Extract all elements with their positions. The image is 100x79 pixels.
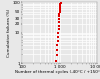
Point [58, 32, 59, 33]
Point [56, 49, 58, 50]
Point [59, 11, 60, 12]
Point [59, 16, 60, 17]
Point [59, 7, 60, 9]
Point [58, 22, 60, 23]
Point [58, 25, 60, 26]
Point [57, 36, 59, 37]
Point [60, 3, 61, 5]
Point [60, 2, 62, 3]
Point [59, 9, 60, 10]
Point [56, 60, 57, 61]
Point [59, 4, 61, 5]
Y-axis label: Cumulative failures (%): Cumulative failures (%) [8, 9, 12, 57]
Point [59, 6, 61, 7]
Point [60, 3, 62, 4]
X-axis label: Number of thermal cycles (-40°C / +150°C): Number of thermal cycles (-40°C / +150°C… [15, 70, 100, 74]
Point [59, 13, 60, 14]
Point [56, 55, 57, 56]
Point [57, 44, 58, 46]
Point [59, 5, 61, 6]
Point [58, 29, 60, 30]
Point [57, 40, 59, 41]
Point [58, 19, 60, 20]
